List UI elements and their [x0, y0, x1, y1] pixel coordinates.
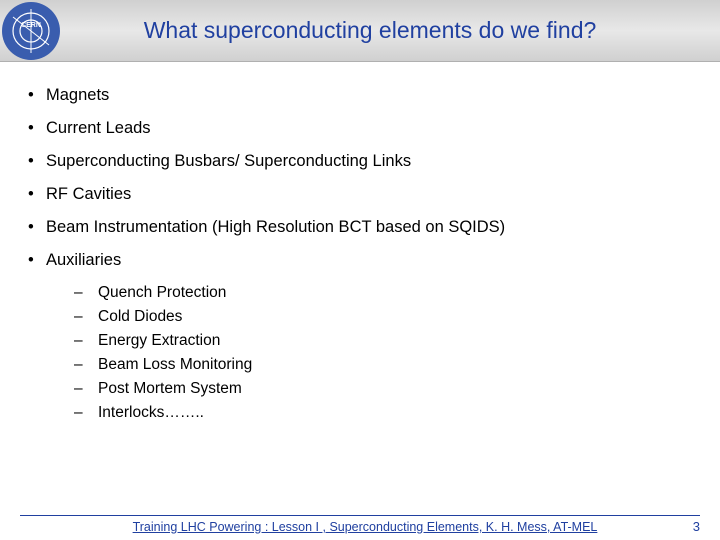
sub-bullet-list: –Quench Protection –Cold Diodes –Energy … — [74, 284, 700, 422]
bullet-text: Auxiliaries — [46, 251, 121, 270]
bullet-text: Beam Instrumentation (High Resolution BC… — [46, 218, 505, 237]
list-item: –Energy Extraction — [74, 332, 700, 350]
list-item: •RF Cavities — [28, 185, 700, 204]
list-item: •Superconducting Busbars/ Superconductin… — [28, 152, 700, 171]
page-number: 3 — [670, 519, 700, 534]
list-item: –Cold Diodes — [74, 308, 700, 326]
slide-title: What superconducting elements do we find… — [60, 17, 720, 44]
list-item: –Interlocks…….. — [74, 404, 700, 422]
footer-text: Training LHC Powering : Lesson I , Super… — [60, 520, 670, 534]
sub-text: Beam Loss Monitoring — [98, 356, 252, 374]
list-item: •Auxiliaries — [28, 251, 700, 270]
footer-divider — [20, 515, 700, 516]
list-item: •Current Leads — [28, 119, 700, 138]
list-item: •Beam Instrumentation (High Resolution B… — [28, 218, 700, 237]
cern-logo: CERN — [2, 2, 60, 60]
sub-text: Energy Extraction — [98, 332, 220, 350]
cern-logo-icon: CERN — [7, 7, 55, 55]
svg-text:CERN: CERN — [21, 22, 41, 29]
slide-header: CERN What superconducting elements do we… — [0, 0, 720, 62]
sub-text: Cold Diodes — [98, 308, 182, 326]
bullet-text: Superconducting Busbars/ Superconducting… — [46, 152, 411, 171]
slide-footer: Training LHC Powering : Lesson I , Super… — [0, 519, 720, 534]
bullet-text: Magnets — [46, 86, 109, 105]
sub-text: Post Mortem System — [98, 380, 242, 398]
main-bullet-list: •Magnets •Current Leads •Superconducting… — [28, 86, 700, 270]
list-item: –Beam Loss Monitoring — [74, 356, 700, 374]
slide-content: •Magnets •Current Leads •Superconducting… — [0, 62, 720, 422]
list-item: –Post Mortem System — [74, 380, 700, 398]
list-item: –Quench Protection — [74, 284, 700, 302]
bullet-text: RF Cavities — [46, 185, 131, 204]
sub-text: Quench Protection — [98, 284, 226, 302]
sub-text: Interlocks…….. — [98, 404, 204, 422]
list-item: •Magnets — [28, 86, 700, 105]
bullet-text: Current Leads — [46, 119, 151, 138]
